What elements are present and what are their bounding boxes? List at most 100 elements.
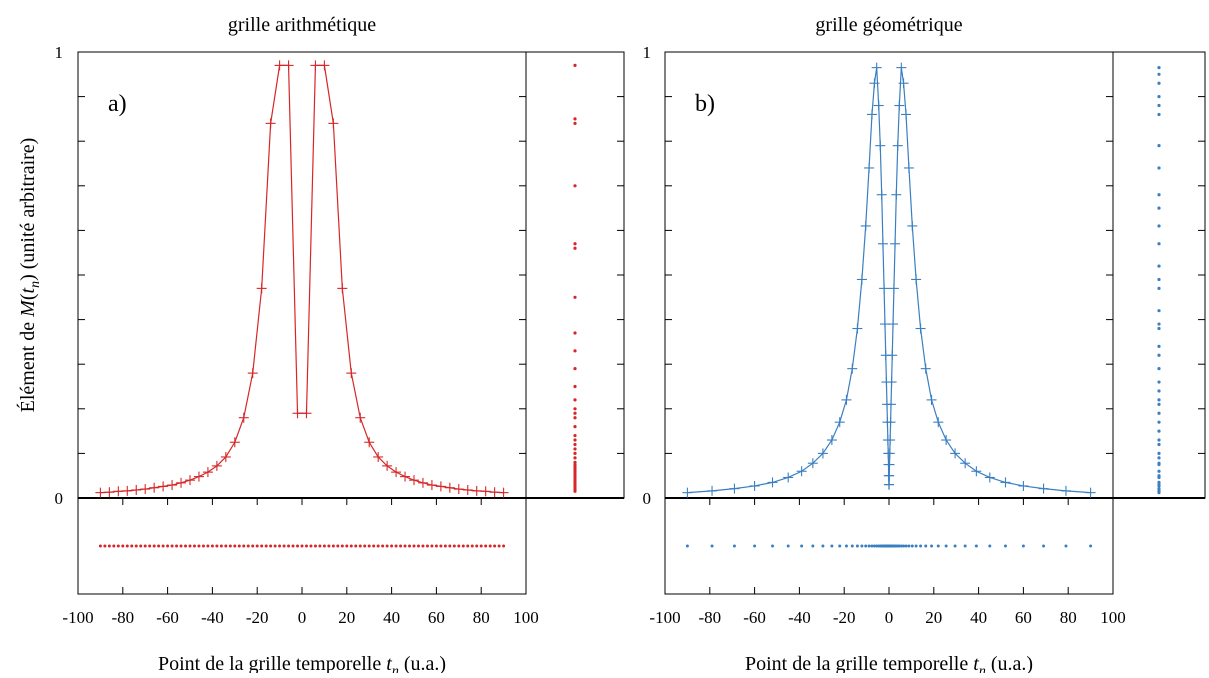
panel-a-grid-dot [130, 544, 134, 548]
panel-b-grid-dot [1064, 544, 1068, 548]
panel-a-grid-dot [412, 544, 416, 548]
panel-b-side-dot [1157, 353, 1161, 357]
panel-a-side-dot [573, 476, 577, 480]
panel-a-grid-dot [170, 544, 174, 548]
panel-a-xtick-label: -80 [111, 608, 134, 627]
panel-b: grille géométrique -100 -80 -60 -40 -20 0 20 40… [643, 14, 1206, 678]
panel-a-grid-dot [502, 544, 506, 548]
panel-a-data-point [498, 487, 509, 498]
panel-a-data-point [435, 481, 446, 492]
panel-b-side-distribution [1157, 66, 1161, 495]
panel-a-side-dot [573, 478, 577, 482]
panel-a-grid-dot [260, 544, 264, 548]
panel-a-side-dot [573, 295, 577, 299]
panel-a-data-point [400, 471, 411, 482]
panel-b-grid-dot [864, 544, 868, 548]
panel-a-grid-dot [291, 544, 295, 548]
panel-a-side-dot [573, 433, 577, 438]
panel-a-data-point [122, 485, 133, 496]
panel-b-data-point [866, 109, 877, 120]
panel-a-grid-dot [161, 544, 165, 548]
panel-a-grid-dot [408, 544, 412, 548]
panel-a-side-distribution [573, 63, 577, 493]
panel-b-data-point [1000, 477, 1011, 488]
panel-b-data-point [871, 62, 882, 73]
panel-b-side-dot [1157, 380, 1161, 384]
panel-b-data-point [915, 323, 926, 334]
panel-a-grid-dot [143, 544, 147, 548]
panel-b-tag: b) [695, 91, 715, 117]
panel-b-data-point [890, 238, 901, 249]
panel-b-grid-dot [1021, 544, 1025, 548]
panel-a-xtick-label: -40 [201, 608, 224, 627]
panel-a-side-dot [573, 367, 577, 371]
panel-a-grid-dot [461, 544, 465, 548]
panel-b-grid-dot [904, 544, 908, 548]
panel-a-side-dot [573, 467, 577, 471]
panel-a-grid-dot [201, 544, 205, 548]
panel-a-grid-dot [98, 544, 102, 548]
panel-a-grid-dot [269, 544, 273, 548]
panel-b-data-point [898, 78, 909, 89]
panel-b-grid-dot [753, 544, 757, 548]
panel-b-data-point [911, 274, 922, 285]
panel-a-grid-dot [304, 544, 308, 548]
panel-a-side-dot [573, 447, 577, 451]
panel-a-grid-dot [157, 544, 161, 548]
panel-b-side-dot [1157, 491, 1161, 495]
panel-b-xtick-label: -60 [743, 608, 766, 627]
panel-b-data-point [887, 350, 898, 361]
panel-a-grid-dot [206, 544, 210, 548]
panel-b-grid-dot [910, 544, 914, 548]
panel-a-grid-dot [273, 544, 277, 548]
panel-a-data-point [471, 485, 482, 496]
panel-a-side-dot [573, 425, 577, 429]
panel-a-title: grille arithmétique [228, 14, 376, 36]
panel-b-side-dot [1157, 389, 1161, 393]
panel-a-ytick-1: 1 [55, 43, 64, 62]
panel-a-grid-dot [434, 544, 438, 548]
panel-b-side-dot [1157, 344, 1161, 348]
panel-a-data-point [185, 475, 195, 486]
panel-a-tag: a) [108, 91, 127, 117]
panel-b-data-point [884, 459, 895, 470]
panel-b-side-dot [1157, 81, 1161, 85]
panel-b-series [682, 62, 1096, 498]
panel-b-xtick-label: 80 [1060, 608, 1077, 627]
panel-b-side-dot [1157, 402, 1161, 406]
panel-b-side-dot [1157, 487, 1161, 491]
panel-a-xtick-label: -100 [62, 608, 93, 627]
panel-b-data-point [841, 394, 852, 405]
panel-a-grid-dot [327, 544, 331, 548]
panel-a-data-point [426, 480, 437, 491]
panel-a-side-dot [573, 407, 577, 411]
panel-b-grid-dot [867, 544, 871, 548]
panel-a-data-point [149, 482, 160, 493]
panel-b-data-point [749, 480, 760, 491]
panel-a-grid-dot [255, 544, 259, 548]
panel-a-side-dot [573, 242, 577, 246]
panel-b-data-point [767, 477, 778, 488]
panel-a-data-point [364, 437, 375, 448]
panel-b-data-point [707, 485, 718, 496]
panel-a-data-point [310, 60, 321, 71]
panel-a: grille arithmétique -100 -80 -60 -40 -20 0 20 4… [16, 14, 625, 678]
panel-b-grid-dot [710, 544, 714, 548]
panel-a-data-point [274, 60, 285, 71]
panel-b-side-dot [1157, 469, 1161, 473]
panel-a-side-dot [573, 411, 577, 415]
panel-a-grid-dot [309, 544, 313, 548]
panel-a-grid-dot [354, 544, 358, 548]
panel-a-data-point [391, 467, 402, 478]
panel-b-grid-dot [907, 544, 911, 548]
panel-a-data-point [140, 484, 151, 495]
panel-b-side-dot [1157, 277, 1161, 282]
panel-a-ylabel: Élément de M(tn) (unité arbitraire) [16, 138, 43, 413]
panel-b-side-dot [1157, 480, 1161, 484]
panel-a-side-dot [573, 63, 577, 67]
panel-a-side-dot [573, 184, 577, 188]
panel-b-side-dot [1157, 112, 1161, 117]
panel-a-grid-dot [296, 544, 300, 548]
panel-a-side-dot [573, 331, 577, 335]
